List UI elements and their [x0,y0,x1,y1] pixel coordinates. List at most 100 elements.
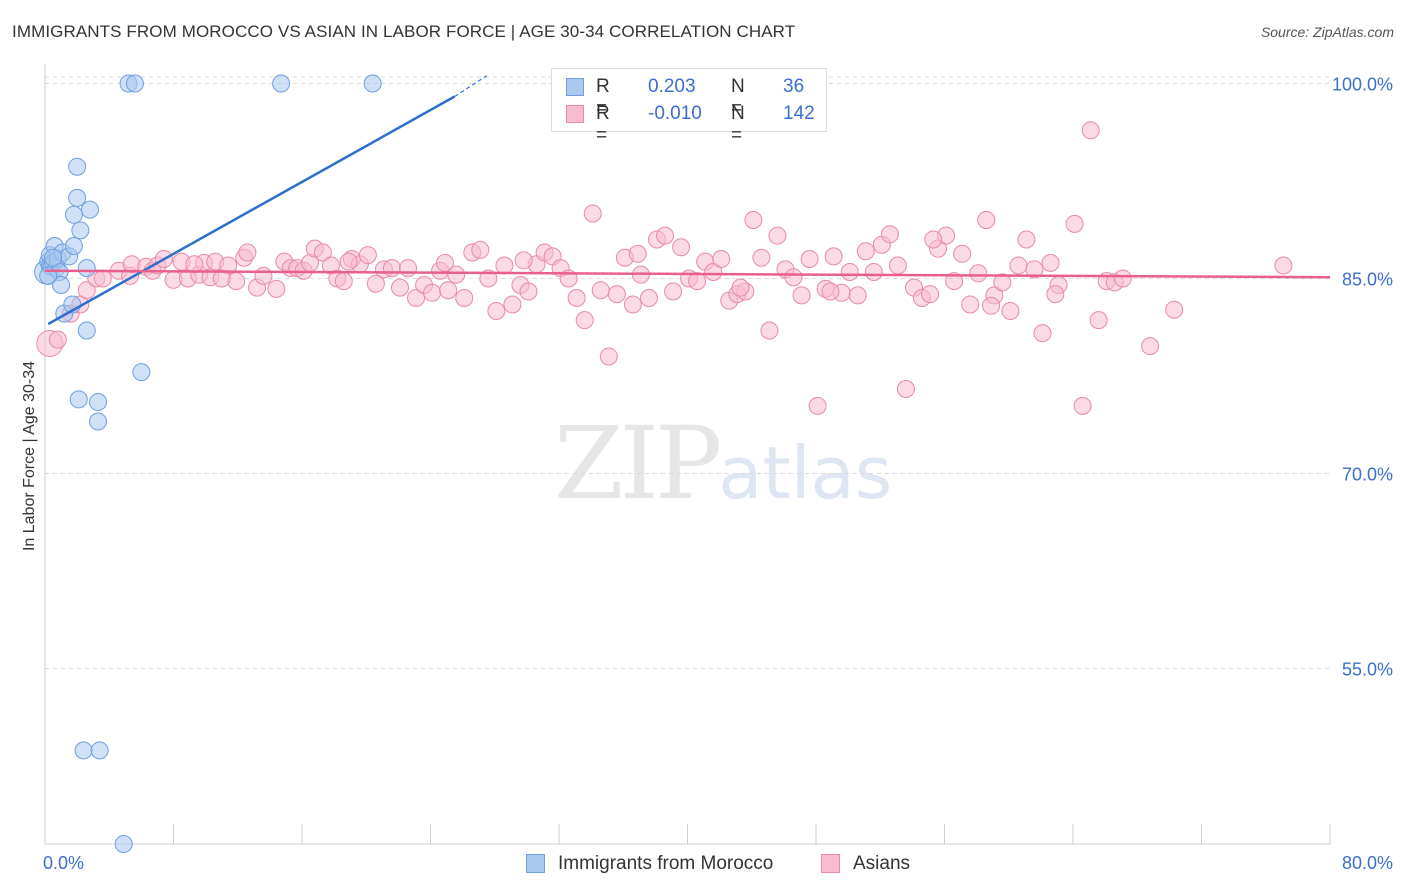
asians-point[interactable] [567,289,586,307]
asians-point[interactable] [382,259,401,278]
asians-point[interactable] [423,283,442,302]
asians-point[interactable] [896,380,915,398]
asians-point[interactable] [688,272,707,291]
asians-point[interactable] [212,269,231,288]
asians-point[interactable] [1001,302,1020,320]
asians-point[interactable] [575,311,594,330]
asians-point[interactable] [731,278,750,297]
asians-point[interactable] [591,281,610,300]
asians-point[interactable] [407,289,426,307]
asians-point[interactable] [455,289,474,307]
morocco-point[interactable] [90,741,109,760]
asians-point[interactable] [856,242,875,261]
asians-point[interactable] [1089,311,1108,330]
asians-point[interactable] [623,295,642,314]
asians-point[interactable] [656,226,675,245]
asians-point[interactable] [808,396,827,415]
asians-point[interactable] [784,268,803,287]
asians-point[interactable] [824,247,843,266]
morocco-point[interactable] [125,74,144,93]
morocco-point[interactable] [64,205,83,224]
morocco-point[interactable] [64,237,83,255]
asians-point[interactable] [1009,256,1028,275]
morocco-point[interactable] [68,157,87,176]
asians-point[interactable] [435,253,454,272]
asians-point[interactable] [977,211,996,229]
morocco-point[interactable] [89,412,108,431]
asians-point[interactable] [1033,324,1052,343]
asians-point[interactable] [1065,214,1084,233]
asians-point[interactable] [399,259,418,278]
morocco-point[interactable] [363,74,382,93]
asians-point[interactable] [607,285,626,304]
asians-point[interactable] [479,269,498,288]
morocco-point[interactable] [71,221,90,240]
morocco-point[interactable] [77,259,96,278]
asians-point[interactable] [982,296,1001,315]
asians-point[interactable] [339,252,358,271]
asians-point[interactable] [1017,230,1036,249]
asians-point[interactable] [238,243,257,262]
asians-point[interactable] [792,286,811,305]
asians-point[interactable] [77,281,96,300]
asians-point[interactable] [888,256,907,275]
asians-point[interactable] [1046,285,1065,304]
asians-point[interactable] [840,263,859,281]
source-credit[interactable]: Source: ZipAtlas.com [1260,24,1394,40]
asians-point[interactable] [744,211,763,229]
asians-point[interactable] [519,282,538,301]
asians-point[interactable] [599,347,618,366]
asians-point[interactable] [1025,260,1044,279]
morocco-point[interactable] [68,188,87,207]
asians-point[interactable] [254,266,273,285]
asians-point[interactable] [961,295,980,314]
asians-point[interactable] [969,264,988,283]
asians-point[interactable] [514,251,533,270]
asians-point[interactable] [93,269,112,288]
asians-point[interactable] [760,321,779,340]
asians-point[interactable] [800,250,819,268]
asians-point[interactable] [628,244,647,263]
asians-point[interactable] [358,246,377,265]
asians-point[interactable] [495,256,514,275]
asians-point[interactable] [447,265,466,284]
asians-point[interactable] [848,286,867,305]
asians-point[interactable] [921,285,940,304]
asians-point[interactable] [503,295,522,314]
morocco-point[interactable] [52,276,71,294]
asians-point[interactable] [1274,256,1293,275]
asians-point[interactable] [185,255,204,274]
asians-point[interactable] [864,263,883,281]
asians-point[interactable] [1141,337,1160,356]
asians-point[interactable] [1113,269,1132,288]
morocco-point[interactable] [114,835,133,853]
asians-point[interactable] [390,278,409,297]
asians-point[interactable] [752,248,771,267]
asians-point[interactable] [768,226,787,245]
asians-point[interactable] [880,225,899,244]
morocco-point[interactable] [80,200,99,219]
asians-point[interactable] [639,289,658,307]
asians-point[interactable] [313,243,332,262]
asians-point[interactable] [471,240,490,259]
asians-point[interactable] [712,250,731,268]
asians-point[interactable] [267,279,286,298]
asians-point[interactable] [487,302,506,320]
asians-point[interactable] [48,330,67,349]
asians-point[interactable] [924,230,943,249]
asians-point[interactable] [334,272,353,291]
asians-point[interactable] [664,282,683,301]
morocco-point[interactable] [272,74,291,93]
morocco-point[interactable] [132,363,151,382]
morocco-point[interactable] [69,390,88,409]
asians-point[interactable] [1073,396,1092,415]
asians-point[interactable] [1081,121,1100,140]
asians-point[interactable] [583,204,602,223]
morocco-point[interactable] [89,393,108,411]
asians-point[interactable] [439,281,458,300]
asians-point[interactable] [1041,253,1060,272]
asians-point[interactable] [993,273,1012,292]
asians-point[interactable] [953,244,972,263]
morocco-point[interactable] [77,321,96,340]
asians-point[interactable] [366,274,385,293]
